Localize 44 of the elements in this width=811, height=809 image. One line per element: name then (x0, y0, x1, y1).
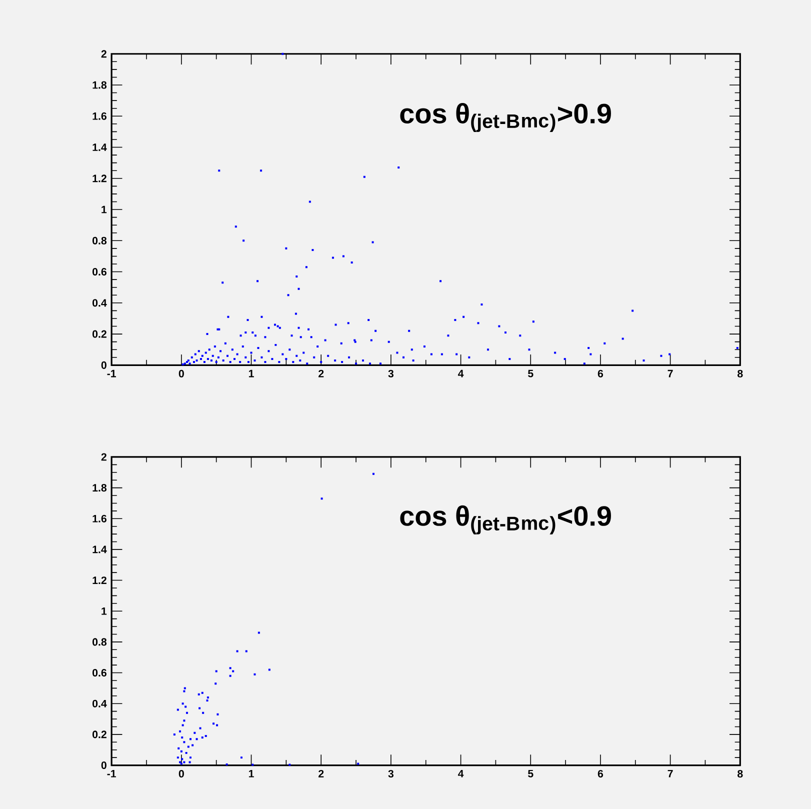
y-tick-label: 2 (101, 453, 106, 461)
text: cos θ$_{(jet-Bmc)}$<0.9 (400, 505, 611, 534)
x-tick-label: 6 (598, 770, 604, 778)
x-tick-label: 1 (248, 770, 254, 778)
y-tick-label: 0.4 (92, 299, 107, 307)
y-tick-label: 1.2 (92, 174, 106, 182)
y-tick-label: 0.4 (92, 700, 107, 708)
x-tick-label: 4 (458, 370, 464, 378)
x-tick-label: 1 (248, 370, 254, 378)
y-tick-label: 1.6 (92, 514, 106, 522)
y-tick-label: 1.4 (92, 144, 107, 151)
x-tick-label: 4 (458, 770, 464, 778)
y-tick-label: 0.8 (92, 638, 107, 646)
y-tick-label: 1.6 (92, 112, 106, 120)
y-tick-label: 1 (102, 607, 107, 615)
x-tick-label: 6 (598, 370, 604, 378)
x-tick-label: -1 (107, 770, 116, 778)
x-tick-label: 5 (528, 370, 534, 378)
x-tick-label: -1 (107, 370, 116, 378)
x-tick-label: 2 (318, 770, 324, 778)
y-tick-label: 1.8 (92, 81, 107, 89)
y-tick-label: 0.2 (92, 730, 106, 738)
x-tick-label: 3 (388, 370, 394, 378)
y-tick-label: 0.8 (92, 236, 107, 244)
y-tick-label: 0.2 (92, 330, 106, 338)
x-tick-label: 3 (388, 770, 394, 778)
x-tick-label: 7 (668, 370, 673, 378)
y-tick-label: 1.8 (92, 484, 107, 492)
y-tick-label: 0.6 (92, 268, 106, 276)
y-tick-label: 1 (102, 206, 107, 214)
y-tick-label: 0 (101, 361, 106, 369)
y-tick-label: 1.2 (92, 576, 106, 584)
x-tick-label: 0 (178, 370, 184, 378)
x-tick-label: 0 (178, 770, 184, 778)
y-tick-label: 2 (101, 50, 106, 58)
x-tick-label: 7 (668, 770, 673, 778)
x-tick-label: 2 (318, 370, 324, 378)
x-tick-label: 8 (738, 770, 743, 778)
x-tick-label: 8 (738, 370, 743, 378)
y-tick-label: 0.6 (92, 668, 106, 676)
y-tick-label: 0 (101, 761, 106, 769)
y-tick-label: 1.4 (92, 546, 107, 554)
x-tick-label: 5 (528, 770, 534, 778)
text: cos θ$_{(jet-Bmc)}$>0.9 (400, 102, 611, 132)
